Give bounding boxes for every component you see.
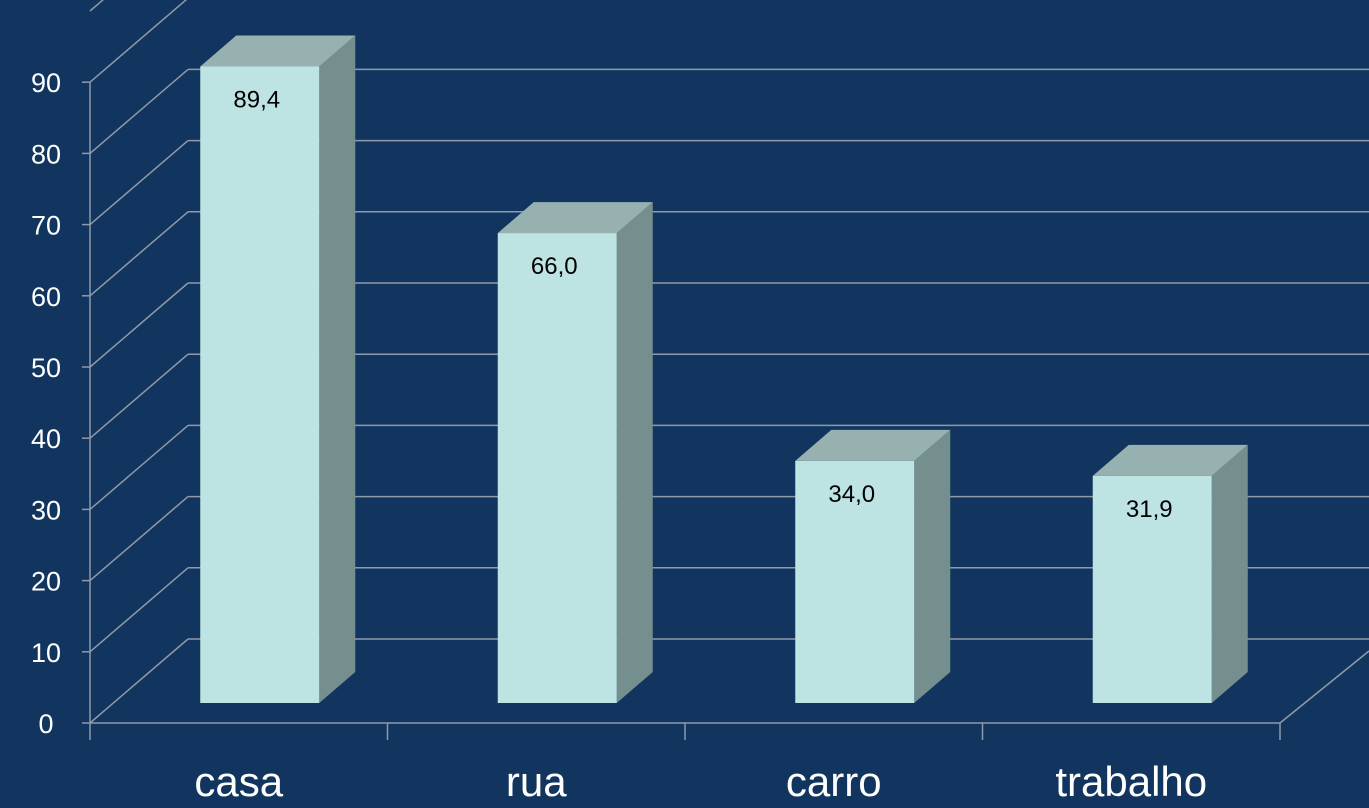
- y-tick-label: 50: [31, 353, 61, 383]
- bar-casa: [200, 35, 356, 704]
- bar-front: [795, 460, 915, 703]
- y-tick-label: 80: [31, 139, 61, 169]
- axes: 0 10 20 30 40 50 60 70 80 90: [31, 68, 1369, 740]
- gridline-diagonal: [89, 211, 189, 297]
- gridline-diagonal: [89, 496, 189, 582]
- gridline-diagonal: [89, 424, 189, 510]
- x-tick-label: trabalho: [1055, 758, 1207, 803]
- bar-front: [200, 66, 320, 704]
- gridline-diagonal: [89, 140, 189, 226]
- gridline-diagonal: [89, 638, 189, 724]
- gridlines: [89, 0, 1369, 724]
- y-tick-label: 60: [31, 282, 61, 312]
- y-tick-label: 20: [31, 567, 61, 597]
- bar-front: [497, 233, 617, 703]
- x-tick-label: casa: [194, 758, 283, 803]
- bar-carro: [795, 429, 951, 703]
- gridline-diagonal: [89, 0, 104, 12]
- data-label: 31,9: [1126, 496, 1173, 523]
- bar-side: [319, 35, 356, 704]
- gridline-diagonal: [89, 0, 188, 83]
- gridline-diagonal: [89, 353, 189, 439]
- bar-top: [200, 35, 356, 67]
- y-tick-label: 30: [31, 495, 61, 525]
- bar-top: [497, 202, 653, 234]
- y-tick-label: 90: [31, 68, 61, 98]
- gridline-diagonal: [89, 68, 189, 154]
- gridline-diagonal: [89, 567, 189, 653]
- bar-side: [616, 202, 653, 703]
- bar-front: [1092, 475, 1212, 703]
- data-label: 34,0: [828, 481, 875, 508]
- bar-top: [795, 429, 951, 461]
- bars: [200, 35, 1248, 704]
- y-tick-label: 40: [31, 424, 61, 454]
- y-tick-label: 0: [38, 709, 53, 739]
- bar-rua: [497, 202, 653, 703]
- x-tick-label: rua: [506, 758, 567, 803]
- bar-top: [1092, 444, 1248, 476]
- bar-side: [1211, 444, 1248, 703]
- bar-trabalho: [1092, 444, 1248, 703]
- gridline-diagonal: [89, 282, 189, 368]
- data-label: 89,4: [233, 86, 280, 113]
- x-tick-label: carro: [786, 758, 882, 803]
- y-tick-label: 70: [31, 211, 61, 241]
- labels: 89,4 casa 66,0 rua 34,0 carro 31,9 trabalho: [194, 86, 1207, 805]
- y-tick-label: 10: [31, 638, 61, 668]
- data-label: 66,0: [531, 253, 578, 280]
- floor-edge-line: [1279, 650, 1369, 724]
- bar-side: [914, 429, 951, 703]
